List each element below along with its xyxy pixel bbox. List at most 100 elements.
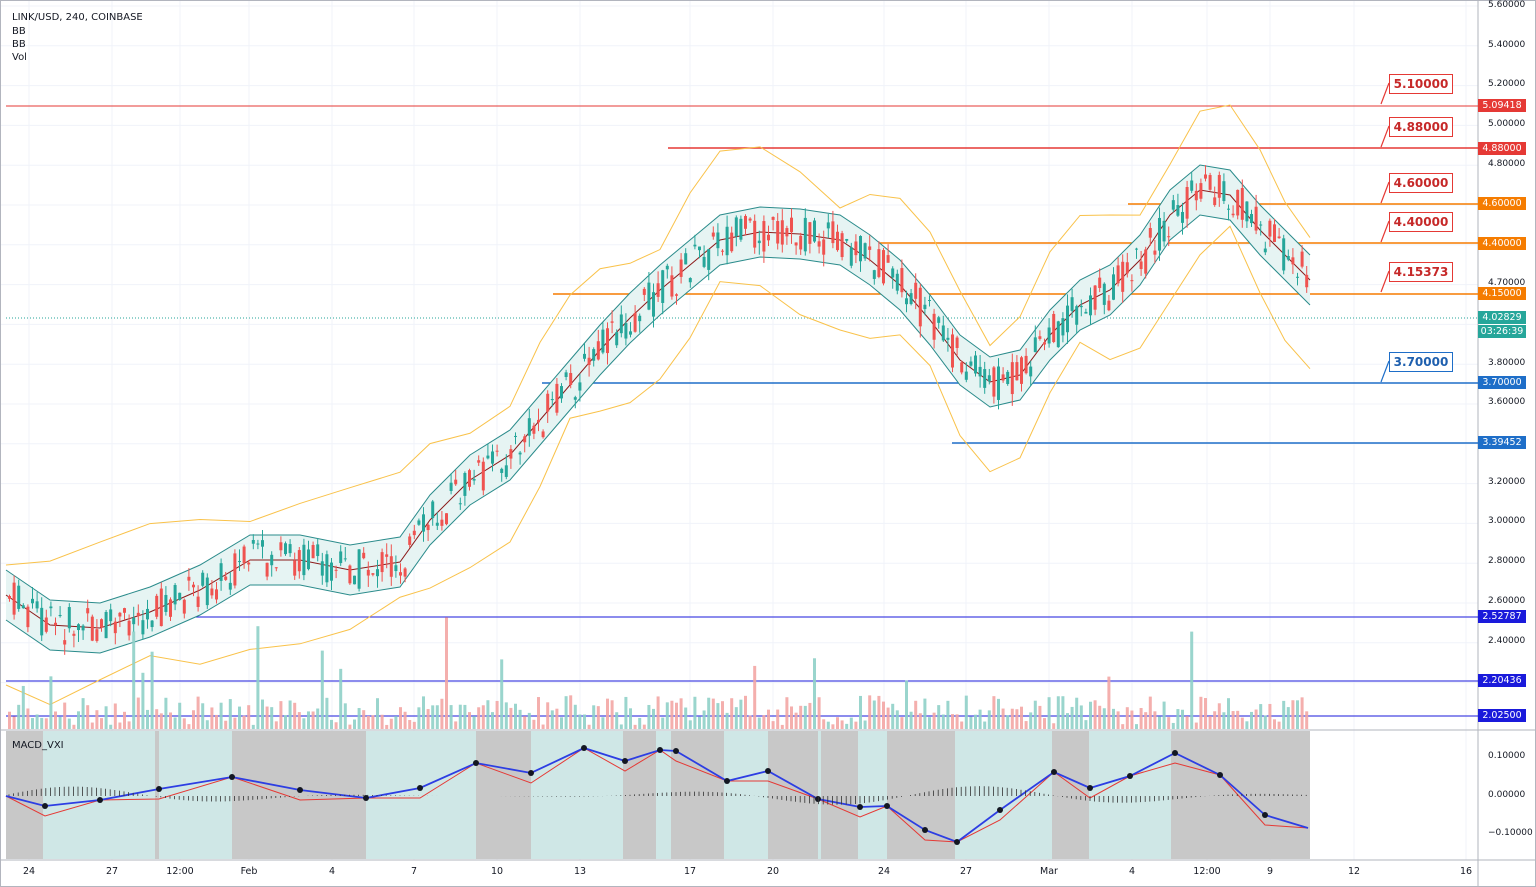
volume-bar — [21, 685, 25, 729]
candle-body — [679, 259, 683, 277]
candle-body — [302, 544, 306, 576]
macd-cross-dot — [673, 748, 679, 754]
volume-bar — [123, 711, 126, 729]
price-tag-last-price[interactable]: 4.02829 — [1478, 311, 1526, 324]
volume-bar — [417, 707, 421, 729]
candle-body — [587, 357, 591, 366]
volume-bar — [872, 700, 876, 729]
callout-leader — [1380, 125, 1390, 148]
candle-body — [164, 594, 168, 612]
volume-bar — [1047, 697, 1051, 729]
price-callout[interactable]: 4.15373 — [1389, 262, 1453, 282]
volume-bar — [918, 713, 922, 729]
volume-bar — [721, 701, 724, 729]
volume-bar — [569, 695, 573, 729]
macd-legend[interactable]: MACD_VXI — [12, 740, 64, 751]
volume-bar — [661, 717, 665, 729]
candle-body — [215, 589, 218, 600]
time-axis-label: 27 — [959, 866, 973, 877]
price-tag-red-level[interactable]: 5.09418 — [1478, 99, 1526, 112]
volume-bar — [836, 717, 839, 729]
price-tag-blue-level[interactable]: 3.70000 — [1478, 376, 1526, 389]
volume-bar — [1236, 710, 1240, 729]
candle-body — [334, 569, 338, 571]
candle-body — [1125, 262, 1129, 274]
price-tag-orange-level[interactable]: 4.40000 — [1478, 237, 1526, 250]
price-tag-orange-level[interactable]: 4.60000 — [1478, 197, 1526, 210]
candle-body — [90, 616, 94, 641]
price-tag-navy-level[interactable]: 2.20436 — [1478, 674, 1526, 687]
macd-zone — [887, 731, 955, 859]
candle-body — [1010, 362, 1014, 395]
candle-body — [647, 282, 651, 310]
candle-body — [532, 425, 536, 434]
candle-body — [210, 588, 214, 596]
volume-bar — [435, 705, 439, 729]
candle-body — [472, 478, 476, 481]
volume-bar — [357, 708, 361, 729]
volume-bar — [472, 716, 476, 729]
volume-bar — [854, 721, 858, 729]
candle-body — [1121, 261, 1125, 292]
indicator-legend-vol[interactable]: Vol — [12, 52, 27, 63]
price-tag-blue-level[interactable]: 3.39452 — [1478, 436, 1526, 449]
candle-body — [343, 558, 347, 560]
volume-bar — [698, 716, 701, 729]
candle-body — [1263, 248, 1267, 253]
candle-body — [886, 255, 890, 263]
candle-body — [1029, 366, 1033, 377]
candle-body — [1084, 311, 1088, 314]
candle-body — [1098, 277, 1102, 288]
candle-body — [1056, 321, 1060, 348]
volume-bar — [284, 715, 287, 729]
indicator-legend-bb-1[interactable]: BB — [12, 26, 26, 37]
macd-zone — [724, 731, 768, 859]
volume-bar — [822, 719, 826, 729]
volume-bar — [684, 707, 688, 729]
candle-body — [771, 216, 775, 220]
volume-bar — [606, 698, 609, 729]
volume-bar — [849, 717, 853, 729]
volume-bar — [118, 722, 122, 729]
candle-body — [1130, 280, 1134, 282]
price-tag-navy-level[interactable]: 2.52787 — [1478, 610, 1526, 623]
price-axis-label: 5.60000 — [1488, 0, 1526, 10]
volume-bar — [955, 714, 959, 729]
volume-bar — [316, 708, 320, 729]
price-tag-red-level[interactable]: 4.88000 — [1478, 142, 1526, 155]
volume-bar — [983, 721, 987, 729]
candle-body — [330, 562, 333, 581]
indicator-legend-bb-2[interactable]: BB — [12, 39, 26, 50]
candle-body — [495, 450, 499, 452]
volume-bar — [449, 705, 453, 729]
volume-bar — [1231, 711, 1235, 729]
volume-bar — [132, 631, 136, 729]
volume-bar — [445, 617, 448, 729]
price-callout[interactable]: 4.60000 — [1389, 173, 1453, 193]
price-callout[interactable]: 5.10000 — [1389, 74, 1453, 94]
candle-body — [1167, 236, 1171, 238]
volume-bar — [90, 722, 94, 729]
time-axis-label: 13 — [573, 866, 587, 877]
symbol-title[interactable]: LINK/USD, 240, COINBASE — [12, 12, 143, 23]
price-callout[interactable]: 3.70000 — [1389, 352, 1453, 372]
volume-bar — [1208, 716, 1212, 729]
volume-bar — [320, 650, 324, 729]
candle-body — [1273, 224, 1276, 242]
candle-body — [265, 562, 269, 577]
volume-bar — [564, 696, 568, 729]
volume-bar — [914, 700, 918, 729]
price-callout[interactable]: 4.88000 — [1389, 117, 1453, 137]
price-tag-orange-level[interactable]: 4.15000 — [1478, 287, 1526, 300]
candle-body — [196, 596, 200, 607]
candle-body — [1199, 183, 1203, 199]
candle-body — [463, 473, 467, 496]
price-tag-navy-level[interactable]: 2.02500 — [1478, 709, 1526, 722]
volume-bar — [67, 718, 71, 729]
macd-zone — [159, 731, 232, 859]
price-callout[interactable]: 4.40000 — [1389, 212, 1453, 232]
volume-bar — [95, 710, 99, 729]
volume-bar — [1125, 707, 1129, 729]
